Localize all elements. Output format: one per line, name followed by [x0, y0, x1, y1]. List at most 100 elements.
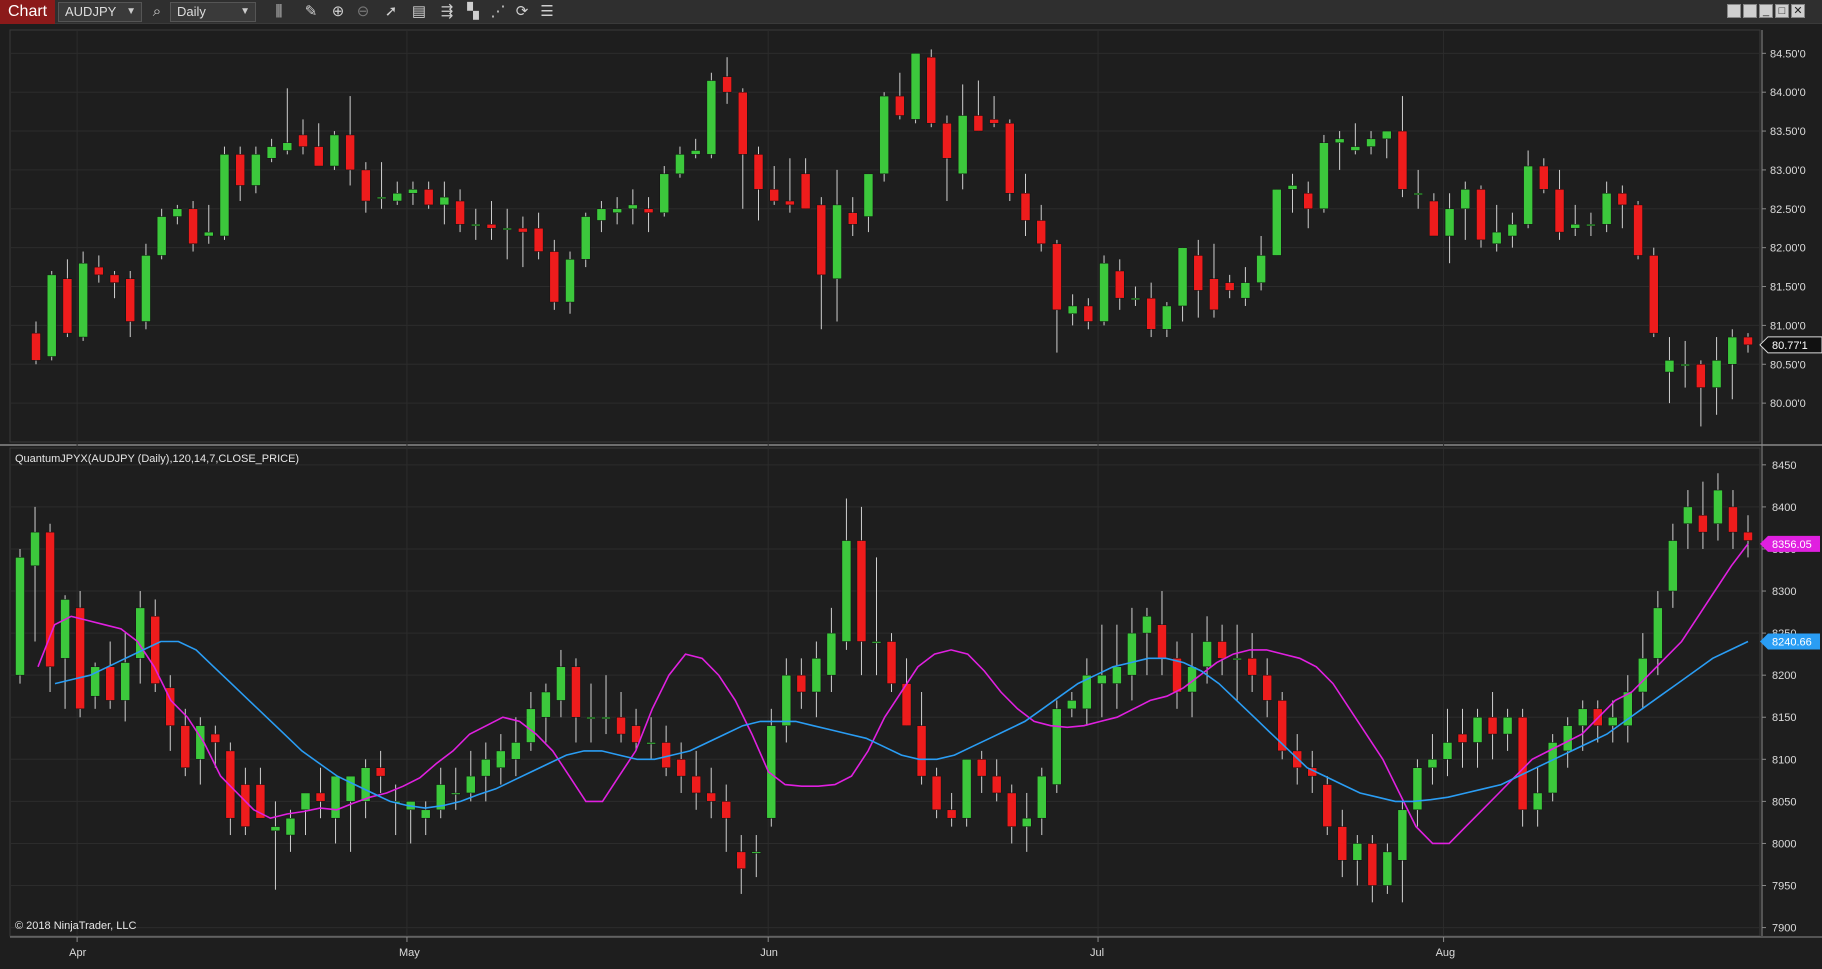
indicator-candle — [90, 666, 100, 697]
indicator-candle — [1487, 716, 1498, 735]
indicator-tick-label: 8000 — [1772, 838, 1796, 850]
price-tick-label: 81.00'0 — [1770, 320, 1806, 332]
price-candle — [942, 123, 952, 159]
price-candle — [1209, 278, 1219, 311]
indicator-candle — [796, 674, 807, 693]
properties-icon[interactable]: ▤ — [411, 3, 427, 20]
price-tick-label: 80.00'0 — [1770, 398, 1806, 410]
indicator-candle — [1067, 700, 1077, 710]
minimize-icon[interactable]: _ — [1759, 4, 1773, 18]
indicator-candle — [210, 733, 221, 743]
search-icon[interactable]: ⌕ — [152, 3, 162, 20]
indicator-candle — [420, 809, 431, 819]
price-candle — [628, 204, 638, 210]
indicator-candle — [1532, 792, 1543, 811]
price-candle — [219, 154, 230, 237]
indicator-panel[interactable] — [15, 473, 1753, 903]
close-icon[interactable]: ✕ — [1791, 4, 1805, 18]
indicator-candle — [706, 792, 716, 802]
indicator-candle — [165, 687, 176, 726]
indicator-candle — [1217, 641, 1227, 659]
indicator-candle — [1112, 666, 1122, 684]
drawing-tools-icon[interactable]: ⋰ — [490, 3, 506, 20]
restore-icon[interactable] — [1743, 4, 1757, 18]
pencil-icon[interactable]: ✎ — [304, 3, 318, 20]
price-candle — [580, 216, 591, 260]
price-candle — [141, 255, 151, 322]
price-candle — [847, 212, 858, 225]
chevron-down-icon: ▼ — [240, 6, 250, 17]
price-candle — [1586, 224, 1596, 227]
price-tick-label: 80.50'0 — [1770, 359, 1806, 371]
indicator-panel-border — [9, 447, 1761, 937]
price-candle — [895, 95, 905, 116]
maximize-icon[interactable]: □ — [1775, 4, 1789, 18]
month-label: Apr — [69, 947, 86, 959]
ma-fast-value-flag — [1760, 535, 1820, 552]
indicator-candle — [1082, 674, 1092, 710]
price-candle — [172, 208, 183, 217]
price-candle — [722, 76, 732, 93]
instrument-selector[interactable]: AUDJPY ▼ — [58, 2, 142, 22]
bars-icon[interactable]: ⫼ — [275, 3, 283, 20]
indicator-candle — [360, 767, 371, 802]
indicator-candle — [1382, 851, 1393, 886]
indicator-candle — [345, 775, 356, 802]
indicator-candle — [1427, 759, 1438, 768]
chart-tab[interactable]: Chart — [0, 0, 56, 24]
indicator-candle — [466, 775, 476, 794]
indicator-candle — [511, 742, 521, 760]
indicator-tick-label: 8450 — [1772, 460, 1796, 472]
indicator-candle — [1322, 784, 1333, 827]
indicator-candle — [1577, 708, 1588, 726]
indicator-candle — [1562, 725, 1573, 752]
indicator-candle — [976, 759, 987, 777]
price-tick-label: 81.50'0 — [1770, 282, 1806, 294]
price-candle — [282, 142, 293, 151]
ma-slow-value-flag — [1760, 633, 1820, 650]
price-candle — [1303, 192, 1313, 210]
strategy-icon[interactable]: ⇶ — [440, 3, 454, 20]
indicator-candle — [30, 531, 40, 567]
price-candle — [1130, 297, 1141, 300]
indicator-candle — [105, 666, 115, 701]
chart-canvas[interactable]: 80.00'0 80.50'0 81.00'0 81.50'0 82.00'0 82.50… — [0, 24, 1822, 969]
indicator-candle — [946, 809, 957, 819]
price-candle — [1036, 220, 1046, 245]
price-candle — [1146, 297, 1156, 330]
indicator-candle — [270, 826, 281, 832]
instrument-value: AUDJPY — [65, 4, 117, 19]
price-panel[interactable] — [31, 49, 1753, 427]
zoom-in-icon[interactable]: ⊕ — [331, 3, 345, 20]
price-candle — [596, 208, 607, 221]
price-panel-border — [9, 29, 1761, 443]
interval-selector[interactable]: Daily ▼ — [170, 2, 256, 22]
price-candle — [204, 231, 214, 237]
indicator-candle — [826, 632, 837, 676]
indicator-candle — [1412, 767, 1423, 811]
indicator-candle — [1352, 843, 1363, 861]
price-candle — [1570, 224, 1580, 229]
indicator-candle — [300, 792, 311, 811]
price-candle — [957, 115, 968, 175]
indicator-candle — [961, 759, 972, 819]
indicator-candle — [75, 607, 85, 710]
price-candle — [1256, 255, 1266, 283]
price-tick-label: 84.00'0 — [1770, 87, 1806, 99]
price-candle — [1193, 255, 1204, 291]
indicators-icon[interactable]: ▚ — [467, 3, 479, 20]
indicator-candle — [1232, 658, 1242, 661]
tile-icon[interactable] — [1727, 4, 1741, 18]
price-candle — [439, 196, 450, 206]
zoom-out-icon[interactable]: ⊖ — [356, 3, 370, 20]
pointer-icon[interactable]: ➚ — [384, 3, 398, 20]
price-candle — [1224, 282, 1235, 291]
price-candle — [1601, 192, 1612, 225]
refresh-icon[interactable]: ⟳ — [515, 3, 529, 20]
indicator-tick-label: 7950 — [1772, 881, 1796, 893]
indicator-candle — [1262, 674, 1272, 701]
list-icon[interactable]: ☰ — [540, 3, 554, 20]
price-candle — [109, 274, 120, 283]
indicator-candle — [435, 784, 446, 811]
interval-value: Daily — [177, 4, 206, 19]
